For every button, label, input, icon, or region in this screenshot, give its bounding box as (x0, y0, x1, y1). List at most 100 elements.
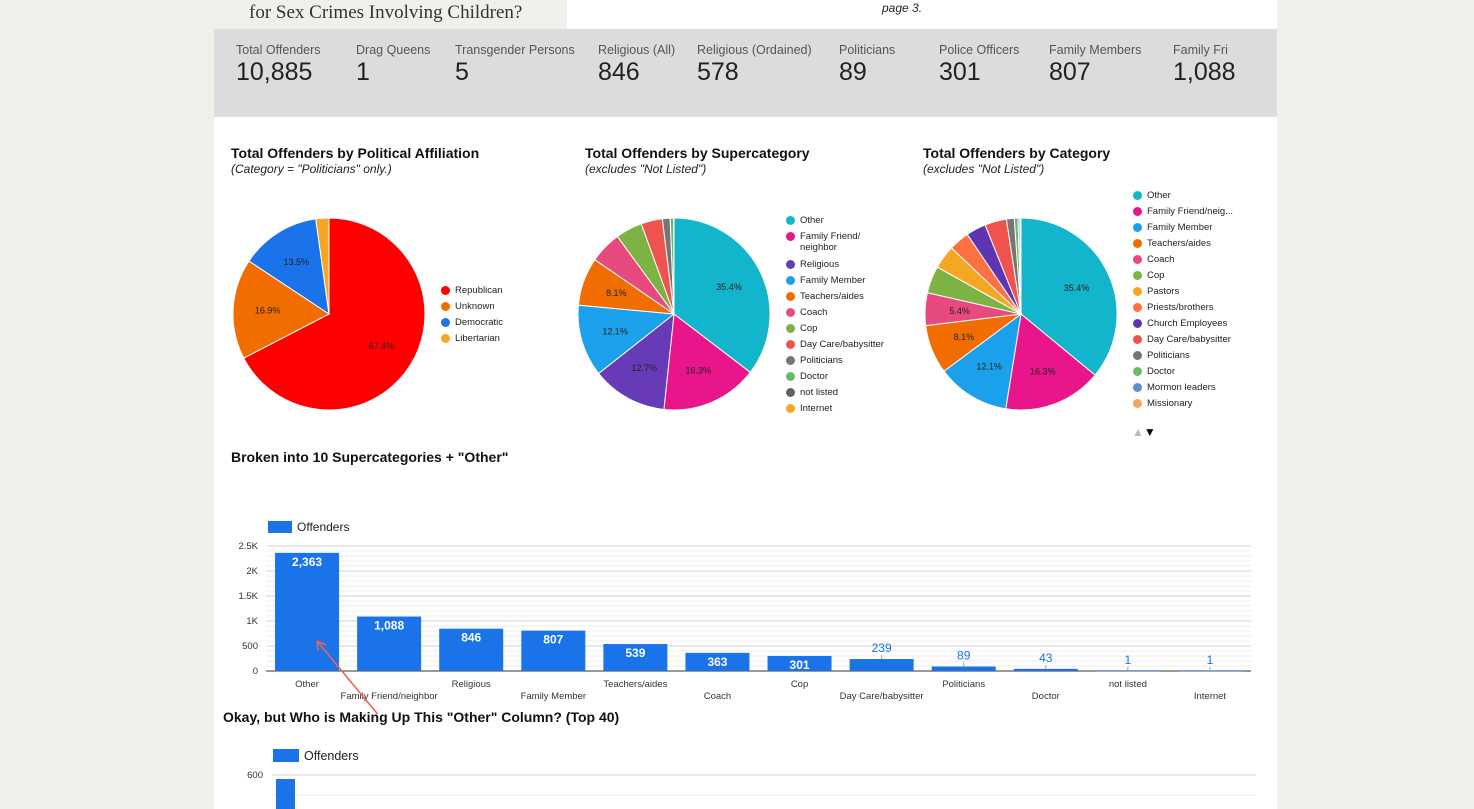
pie-chart-supercategory: 35.4% 16.3% 12.7% 12.1% 8.1% (577, 217, 771, 411)
legend-label: Missionary (1147, 398, 1193, 409)
legend-item-church-employees[interactable]: Church Employees (1133, 318, 1233, 334)
legend-item-other[interactable]: Other (786, 215, 884, 231)
bar-politicians[interactable] (931, 666, 996, 671)
legend-item-democratic[interactable]: Democratic (441, 317, 503, 333)
pie-slice-family-friend-neig[interactable] (1005, 313, 1096, 411)
legend-item-not-listed[interactable]: not listed (786, 387, 884, 403)
legend-pager: ▲▼ (1132, 425, 1156, 439)
legend-item-doctor[interactable]: Doctor (786, 371, 884, 387)
legend-item-pastors[interactable]: Pastors (1133, 286, 1233, 302)
bar-value-label: 1 (1207, 653, 1214, 667)
legend-item-coach[interactable]: Coach (786, 307, 884, 323)
bar-doctor[interactable] (1013, 668, 1078, 671)
legend-swatch (1133, 207, 1142, 216)
bar-value-label: 1,088 (374, 619, 404, 633)
bar-value-label: 539 (625, 646, 645, 660)
pie-slice-family-member[interactable] (943, 312, 1022, 410)
pie-slice-republican[interactable] (243, 217, 426, 411)
legend-item-family-friend-neig[interactable]: Family Friend/neig... (1133, 206, 1233, 222)
legend-item-cop[interactable]: Cop (1133, 270, 1233, 286)
bar-family-member[interactable] (521, 630, 586, 671)
legend-swatch (1133, 271, 1142, 280)
legend-swatch (441, 318, 450, 327)
bar-internet[interactable] (1177, 670, 1242, 672)
legend-label: Family Friend/neig... (1147, 206, 1234, 217)
legend-item-libertarian[interactable]: Libertarian (441, 333, 503, 349)
header-left: for Sex Crimes Involving Children? (214, 0, 566, 29)
legend-swatch (786, 260, 795, 269)
legend-item-missionary[interactable]: Missionary (1133, 398, 1233, 414)
bar-first[interactable] (276, 779, 295, 809)
scorecard-total-offenders: Total Offenders 10,885 (236, 43, 321, 87)
y-tick-label: 2K (246, 566, 258, 577)
legend-label: Church Employees (1147, 318, 1228, 329)
legend-item-cop[interactable]: Cop (786, 323, 884, 339)
legend-item-politicians[interactable]: Politicians (1133, 350, 1233, 366)
pie-slice-label: 16.3% (1030, 366, 1056, 376)
legend-item-mormon-leaders[interactable]: Mormon leaders (1133, 382, 1233, 398)
bar-day-care-babysitter[interactable] (849, 659, 914, 671)
bar-religious[interactable] (439, 628, 504, 671)
scorecard-label: Drag Queens (356, 43, 431, 57)
pie-slice-missionary[interactable] (1019, 217, 1022, 315)
legend-item-priests-brothers[interactable]: Priests/brothers (1133, 302, 1233, 318)
bar-other[interactable] (275, 552, 340, 671)
pie-slice-religious[interactable] (597, 312, 675, 411)
chart-title-bar: Broken into 10 Supercategories + "Other" (231, 449, 509, 465)
legend-item-republican[interactable]: Republican (441, 285, 503, 301)
y-tick-label: 600 (247, 770, 263, 781)
legend-supercategory: Other Family Friend/ neighbor Religious Fam… (786, 215, 884, 419)
x-tick-label: Politicians (942, 679, 985, 690)
legend-item-other[interactable]: Other (1133, 190, 1233, 206)
annotation-arrow (316, 640, 379, 714)
legend-item-coach[interactable]: Coach (1133, 254, 1233, 270)
legend-swatch (786, 340, 795, 349)
legend-swatch (441, 302, 450, 311)
pie-slice-family-member[interactable] (577, 304, 676, 375)
chart-subtitle-supercategory: (excludes "Not Listed") (585, 162, 707, 176)
pie-slice-democratic[interactable] (248, 218, 330, 316)
pie-slice-label: 12.7% (632, 363, 658, 373)
legend-page-down-icon[interactable]: ▼ (1143, 425, 1156, 439)
legend-item-doctor[interactable]: Doctor (1133, 366, 1233, 382)
bar-value-label: 43 (1039, 651, 1053, 665)
legend-item-internet[interactable]: Internet (786, 403, 884, 419)
legend-item-politicians[interactable]: Politicians (786, 355, 884, 371)
legend-swatch (1133, 255, 1142, 264)
bar-value-label: 239 (872, 641, 892, 655)
legend-item-family-member[interactable]: Family Member (1133, 222, 1233, 238)
x-tick-label: Coach (704, 691, 731, 702)
bar-not-listed[interactable] (1095, 670, 1160, 672)
bar-coach[interactable] (685, 652, 750, 671)
pie-slice-label: 16.9% (255, 306, 281, 316)
pie-slice-unknown[interactable] (232, 260, 330, 359)
legend-item-religious[interactable]: Religious (786, 259, 884, 275)
pie-slice-family-friend-neighbor[interactable] (663, 313, 751, 411)
report-canvas: Total Offenders 10,885 Drag Queens 1 Tra… (214, 29, 1277, 809)
legend-item-teachers-aides[interactable]: Teachers/aides (1133, 238, 1233, 254)
legend-page-up-icon[interactable]: ▲ (1132, 425, 1144, 439)
legend-swatch (441, 286, 450, 295)
legend-label: Family Friend/ neighbor (800, 231, 861, 253)
legend-item-family-friend-neighbor[interactable]: Family Friend/ neighbor (786, 231, 884, 259)
legend-item-teachers-aides[interactable]: Teachers/aides (786, 291, 884, 307)
bar-teachers-aides[interactable] (603, 644, 668, 671)
pie-slice-other[interactable] (673, 217, 771, 373)
legend-label: Teachers/aides (1147, 238, 1211, 249)
scorecard-value: 89 (839, 58, 867, 86)
legend-item-day-care-babysitter[interactable]: Day Care/babysitter (786, 339, 884, 355)
legend-label: Libertarian (455, 333, 500, 344)
chart-subtitle-political: (Category = "Politicians" only.) (231, 162, 392, 176)
legend-label: Family Member (1147, 222, 1213, 233)
x-tick-label: Religious (452, 679, 491, 690)
bar-family-friend-neighbor[interactable] (357, 616, 422, 671)
y-tick-label: 500 (242, 641, 258, 652)
legend-item-family-member[interactable]: Family Member (786, 275, 884, 291)
legend-label: Democratic (455, 317, 504, 328)
pie-slice-libertarian[interactable] (315, 217, 330, 315)
scorecard-value: 1,088 (1173, 58, 1236, 86)
legend-item-unknown[interactable]: Unknown (441, 301, 503, 317)
bar-cop[interactable] (767, 655, 832, 671)
pie-slice-other[interactable] (1020, 217, 1118, 376)
legend-item-day-care-babysitter[interactable]: Day Care/babysitter (1133, 334, 1233, 350)
